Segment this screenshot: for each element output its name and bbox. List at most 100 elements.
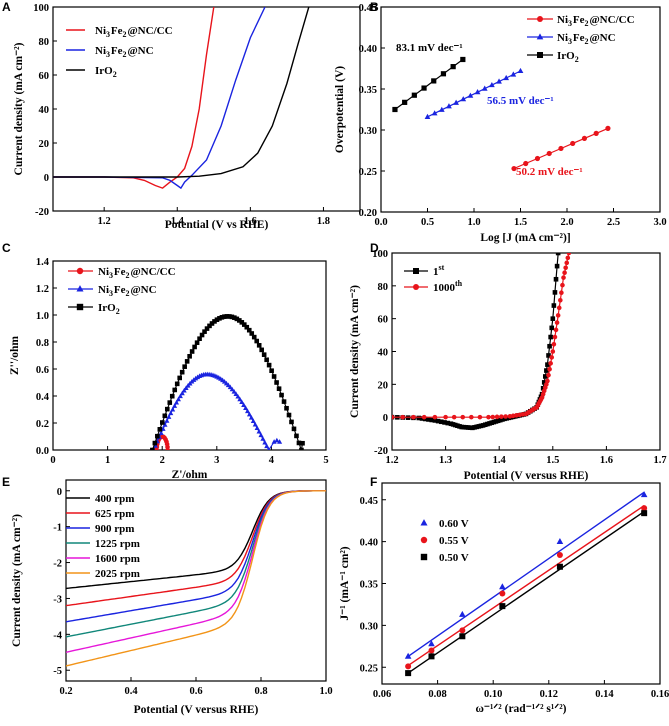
- data-point: [197, 336, 202, 342]
- data-point: [274, 437, 280, 443]
- data-point: [566, 253, 572, 256]
- y-tick-label: 0.25: [360, 663, 378, 674]
- data-point: [184, 359, 190, 364]
- plot-frame: [380, 6, 661, 213]
- data-point: [561, 275, 566, 280]
- data-point: [499, 590, 506, 597]
- data-point: [155, 433, 160, 439]
- data-point: [256, 343, 262, 348]
- data-point: [552, 290, 558, 295]
- data-point: [279, 392, 284, 398]
- series-line: [53, 7, 266, 190]
- y-axis-label: Z''/ohm: [9, 336, 21, 375]
- data-point: [451, 414, 457, 420]
- data-point: [286, 412, 292, 418]
- legend-label: 2025 rpm: [95, 568, 140, 580]
- data-point: [416, 415, 422, 421]
- x-tick-label: 1.6: [244, 216, 257, 227]
- data-point: [271, 374, 277, 379]
- slope-annotation: 83.1 mV dec⁻¹: [396, 42, 463, 54]
- y-axis-label: J⁻¹ (mA⁻¹ cm²): [339, 546, 351, 620]
- data-point: [517, 67, 524, 74]
- data-point: [558, 297, 563, 303]
- x-tick-label: 1.0: [467, 217, 480, 228]
- data-point: [260, 436, 266, 441]
- data-point: [551, 341, 557, 347]
- data-point: [167, 400, 173, 405]
- data-point: [424, 113, 431, 119]
- legend-label: 625 rpm: [95, 508, 134, 520]
- y-axis-label: Current density (mA cm⁻²): [13, 42, 25, 175]
- data-point: [241, 322, 247, 327]
- x-tick-label: 1.7: [653, 455, 666, 466]
- data-point: [556, 563, 563, 570]
- data-point: [227, 314, 232, 319]
- data-point: [229, 386, 235, 392]
- y-tick-label: -3: [53, 594, 62, 605]
- data-point: [250, 418, 256, 424]
- data-point: [453, 99, 459, 105]
- series-line: [392, 253, 559, 429]
- data-point: [183, 385, 189, 390]
- legend-marker: [76, 285, 84, 292]
- data-point: [548, 334, 553, 340]
- data-point: [549, 325, 555, 331]
- legend-label: IrO2: [557, 50, 580, 64]
- data-point: [175, 396, 181, 402]
- data-point: [243, 405, 249, 410]
- data-point: [546, 150, 552, 157]
- y-tick-label: 0.35: [360, 580, 378, 591]
- x-tick-label: 3.0: [653, 217, 666, 228]
- y-tick-label: 40: [39, 105, 50, 116]
- data-point: [442, 420, 447, 425]
- data-point: [439, 419, 444, 425]
- y-tick-label: 1.2: [36, 284, 49, 295]
- x-axis-label: ω⁻¹ᐟ² (rad⁻¹ᐟ² s¹ᐟ²): [476, 703, 567, 715]
- legend-label: Ni3 Fe2 @NC: [557, 32, 616, 46]
- legend-label: 1st: [433, 263, 445, 278]
- data-point: [164, 406, 170, 412]
- x-tick-label: 1: [105, 455, 110, 466]
- legend-marker: [537, 52, 543, 58]
- x-tick-label: 0.5: [421, 217, 434, 228]
- panel-label: A: [2, 0, 11, 14]
- legend-label: 0.60 V: [439, 518, 469, 530]
- data-point: [402, 99, 408, 105]
- data-point: [552, 334, 558, 340]
- y-tick-label: 0.45: [359, 3, 377, 14]
- data-point: [640, 491, 648, 498]
- y-tick-label: -20: [35, 207, 49, 218]
- data-point: [299, 447, 304, 450]
- y-tick-label: 1.0: [36, 311, 49, 322]
- data-point: [438, 106, 445, 112]
- legend-marker: [420, 536, 428, 544]
- data-point: [251, 334, 257, 340]
- data-point: [189, 349, 195, 354]
- y-tick-label: 0.2: [36, 419, 49, 430]
- data-point: [421, 85, 427, 91]
- data-point: [174, 381, 180, 387]
- data-point: [547, 366, 552, 372]
- data-point: [428, 640, 435, 647]
- data-point: [641, 510, 648, 517]
- data-point: [294, 433, 299, 439]
- plot-frame: [52, 6, 361, 212]
- x-tick-label: 1.4: [171, 216, 185, 227]
- data-point: [233, 391, 239, 396]
- x-tick-label: 0.16: [651, 689, 669, 700]
- plot-frame: [52, 260, 327, 451]
- data-point: [432, 418, 438, 423]
- data-point: [214, 317, 220, 322]
- y-tick-label: 0.45: [360, 496, 378, 507]
- data-point: [411, 92, 417, 98]
- data-point: [259, 347, 264, 353]
- series-line: [66, 490, 326, 667]
- panel-b: B 0.0 0.5 1.0 1.5 2.0 2.5 3.0 0.20 0.25 0.30 0.35 0.…: [334, 0, 667, 244]
- legend-marker: [420, 553, 428, 561]
- plot-area: [392, 253, 572, 431]
- data-point: [446, 103, 452, 109]
- data-point: [548, 361, 553, 366]
- x-tick-label: 0.8: [254, 686, 267, 697]
- data-point: [224, 314, 230, 319]
- data-point: [559, 290, 564, 296]
